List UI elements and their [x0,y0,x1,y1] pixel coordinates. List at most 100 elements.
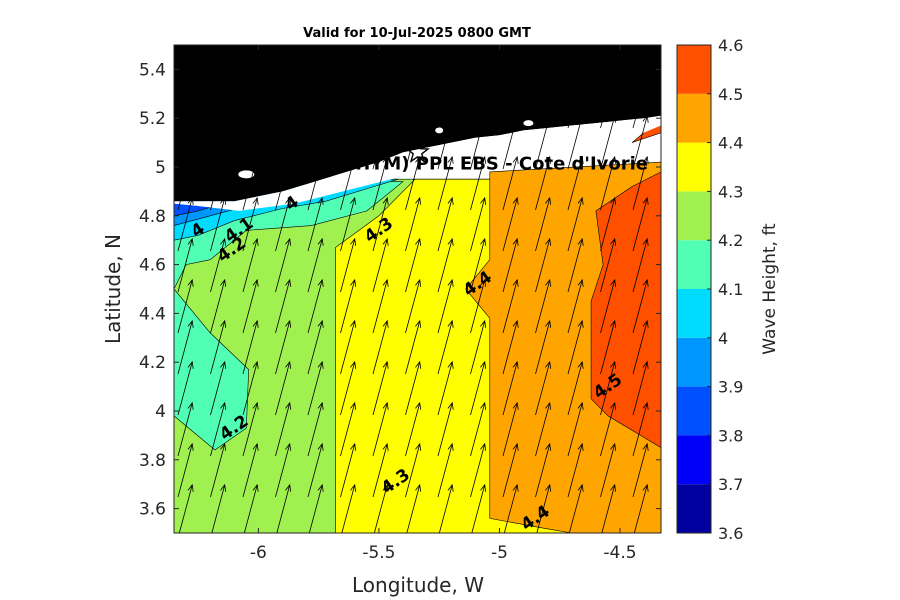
colorbar-tick-label: 4.6 [718,36,743,55]
direction-arrow [600,278,617,334]
direction-arrow [372,319,389,375]
arrow-shaft [632,402,648,457]
arrow-head [610,442,617,451]
arrow-shaft [242,320,258,375]
direction-arrow [502,155,519,211]
arrow-head [545,196,552,205]
arrow-head [382,237,389,246]
arrow-shaft [437,197,453,252]
arrow-head [577,360,584,369]
direction-arrow [437,196,454,252]
direction-arrow [177,155,194,211]
arrow-head [447,442,454,451]
direction-arrow [502,319,519,375]
chart-title: Valid for 10-Jul-2025 0800 GMT [303,26,531,41]
direction-arrow [405,442,422,498]
direction-arrow [275,196,292,252]
arrow-shaft [437,402,453,457]
direction-arrow [632,319,649,375]
direction-arrow [177,196,194,252]
direction-arrow [600,114,617,170]
arrow-head [610,483,617,492]
arrow-shaft [340,443,356,498]
arrow-shaft [340,361,356,416]
arrow-head [187,360,194,369]
arrow-head [577,278,584,287]
direction-arrow [275,237,292,293]
direction-arrow [600,155,617,211]
arrow-shaft [210,74,226,129]
arrow-shaft [567,115,583,170]
arrow-shaft [633,484,648,533]
direction-arrow [437,319,454,375]
arrow-shaft [405,115,421,170]
arrow-shaft [177,156,193,211]
direction-arrow [242,155,259,211]
direction-arrow [535,114,552,170]
arrow-head [220,237,227,246]
arrow-shaft [372,402,388,457]
arrow-head [545,319,552,328]
arrow-head [317,237,324,246]
arrow-shaft [470,320,486,375]
direction-arrow [307,360,324,416]
arrow-head [382,442,389,451]
arrow-head [350,442,357,451]
arrow-head [285,73,292,82]
arrow-head [220,114,227,123]
direction-arrow [405,319,422,375]
arrow-shaft [437,238,453,293]
arrow-head [220,483,227,492]
arrow-head [220,401,227,410]
direction-arrow [470,319,487,375]
arrow-head [350,483,357,492]
colorbar-segment [677,45,711,94]
direction-arrow [535,360,552,416]
arrow-head [577,237,584,246]
direction-arrow [502,360,519,416]
direction-arrow [502,73,519,129]
direction-arrow [177,360,194,416]
direction-arrow [210,319,227,375]
direction-arrow [600,73,617,129]
arrow-head [545,278,552,287]
direction-arrow [405,237,422,293]
arrow-head [350,73,357,82]
arrow-head [480,155,487,164]
arrow-shaft [372,279,388,334]
arrow-shaft [210,156,226,211]
x-axis: -6 -5.5 -5 -4.5 [250,45,637,563]
arrow-shaft [210,238,226,293]
arrow-head [220,278,227,287]
arrow-head [480,278,487,287]
arrow-shaft [405,197,421,252]
direction-arrow [503,483,519,533]
direction-arrow [632,401,649,457]
arrow-head [187,196,194,205]
arrow-head [512,483,519,492]
arrow-shaft [535,320,551,375]
arrow-shaft [600,320,616,375]
arrow-shaft [340,156,356,211]
direction-arrow [406,483,422,533]
arrow-head [447,278,454,287]
arrow-shaft [276,484,291,533]
arrow-head [220,155,227,164]
direction-arrow [600,319,617,375]
arrow-shaft [632,197,648,252]
colorbar-tick-label: 4.3 [718,182,743,201]
direction-arrow [502,237,519,293]
arrow-shaft [340,197,356,252]
colorbar-label: Wave Height, ft [760,223,780,355]
arrow-head [642,401,649,410]
y-tick-label: 4 [155,402,166,422]
arrow-shaft [405,74,421,129]
direction-arrow [210,442,227,498]
arrow-head [447,155,454,164]
arrow-shaft [567,238,583,293]
arrow-shaft [405,156,421,211]
y-axis: 3.6 3.8 4 4.2 4.4 4.6 4.8 5 5.2 5.4 [139,60,661,520]
arrow-head [545,114,552,123]
direction-arrow [210,401,227,457]
arrow-head [512,237,519,246]
